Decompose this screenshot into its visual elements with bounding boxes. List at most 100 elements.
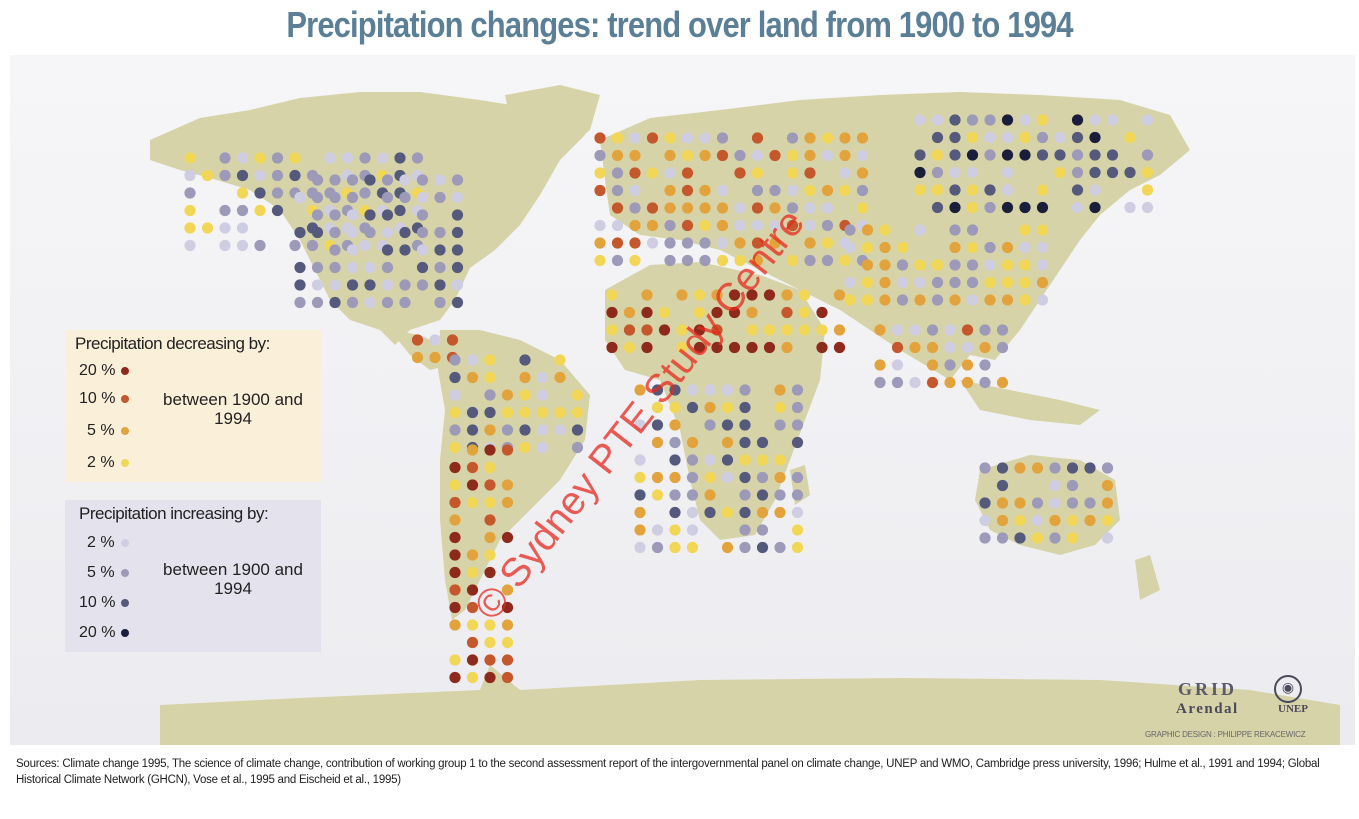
trend-dot (623, 341, 636, 354)
trend-dot (451, 279, 464, 291)
trend-dot (1001, 114, 1014, 126)
trend-dot (501, 444, 514, 456)
trend-dot (856, 149, 869, 162)
trend-dot (399, 174, 411, 186)
legend-dec-label-2: 2 % (87, 454, 115, 471)
trend-dot (774, 401, 786, 414)
trend-dot (184, 187, 196, 199)
trend-dot (399, 279, 411, 291)
trend-dot (364, 174, 376, 186)
trend-dot (219, 152, 231, 164)
trend-dot (1101, 479, 1114, 492)
legend-dec-dot-20 (121, 366, 130, 375)
trend-dot (651, 419, 664, 431)
trend-dot (629, 149, 641, 162)
trend-dot (449, 406, 461, 419)
trend-dot (704, 454, 716, 466)
trend-dot (699, 237, 711, 249)
trend-dot (774, 489, 786, 501)
trend-dot (1054, 149, 1066, 161)
trend-dot (1001, 294, 1014, 306)
trend-dot (664, 167, 676, 179)
trend-dot (646, 219, 659, 232)
trend-dot (634, 489, 646, 501)
trend-dot (669, 506, 681, 519)
trend-dot (699, 184, 711, 197)
trend-dot (781, 289, 793, 301)
trend-dot (739, 524, 751, 536)
trend-dot (839, 167, 851, 179)
trend-dot (1054, 131, 1066, 144)
trend-dot (711, 306, 723, 319)
trend-dot (914, 149, 926, 161)
trend-dot (364, 296, 376, 309)
trend-dot (184, 169, 196, 182)
trend-dot (931, 201, 944, 214)
trend-dot (451, 226, 464, 239)
trend-dot (1049, 514, 1061, 527)
trend-dot (651, 471, 664, 484)
trend-dot (324, 152, 336, 164)
trend-dot (306, 239, 319, 252)
trend-dot (721, 541, 734, 554)
legend-dec-dot-10 (121, 394, 130, 403)
trend-dot (1001, 166, 1014, 179)
trend-dot (716, 184, 729, 197)
trend-dot (434, 296, 446, 309)
legend-inc-item-2: 2 % (87, 534, 129, 552)
trend-dot (949, 149, 961, 161)
trend-dot (466, 654, 479, 666)
trend-dot (996, 462, 1009, 474)
trend-dot (271, 187, 284, 199)
trend-dot (329, 191, 341, 204)
trend-dot (411, 351, 424, 364)
trend-dot (874, 359, 886, 371)
trend-dot (664, 202, 676, 214)
trend-dot (399, 244, 411, 256)
trend-dot (451, 244, 464, 256)
trend-dot (931, 259, 944, 271)
trend-dot (449, 371, 461, 384)
trend-dot (966, 184, 979, 196)
trend-dot (381, 279, 394, 291)
trend-dot (1019, 201, 1031, 214)
trend-dot (681, 202, 694, 214)
trend-dot (501, 531, 514, 544)
trend-dot (711, 341, 723, 354)
trend-dot (466, 584, 479, 596)
trend-dot (751, 167, 764, 179)
trend-dot (751, 237, 764, 249)
trend-dot (676, 341, 688, 354)
trend-dot (804, 202, 816, 214)
trend-dot (658, 306, 671, 319)
trend-dot (641, 341, 653, 354)
trend-dot (466, 461, 479, 474)
legend-inc-label-5: 5 % (87, 564, 115, 581)
trend-dot (1036, 114, 1049, 126)
trend-dot (294, 191, 306, 204)
trend-dot (254, 239, 266, 252)
trend-dot (914, 259, 926, 271)
trend-dot (294, 296, 306, 309)
trend-dot (611, 184, 624, 197)
trend-dot (606, 324, 618, 336)
trend-dot (519, 424, 531, 436)
trend-dots (184, 114, 1154, 684)
trend-dot (501, 601, 514, 614)
trend-dot (629, 237, 641, 249)
trend-dot (1141, 201, 1154, 214)
trend-dot (311, 226, 324, 239)
trend-dot (676, 324, 688, 336)
trend-dot (909, 341, 921, 354)
trend-dot (329, 174, 341, 186)
trend-dot (1001, 149, 1014, 161)
trend-dot (571, 424, 584, 436)
trend-dot (1049, 462, 1061, 474)
southeast-asia-islands (960, 380, 1100, 425)
trend-dot (669, 541, 681, 554)
trend-dot (311, 261, 324, 274)
trend-dot (704, 489, 716, 501)
trend-dot (1019, 224, 1031, 236)
trend-dot (651, 489, 664, 501)
trend-dot (686, 524, 699, 536)
